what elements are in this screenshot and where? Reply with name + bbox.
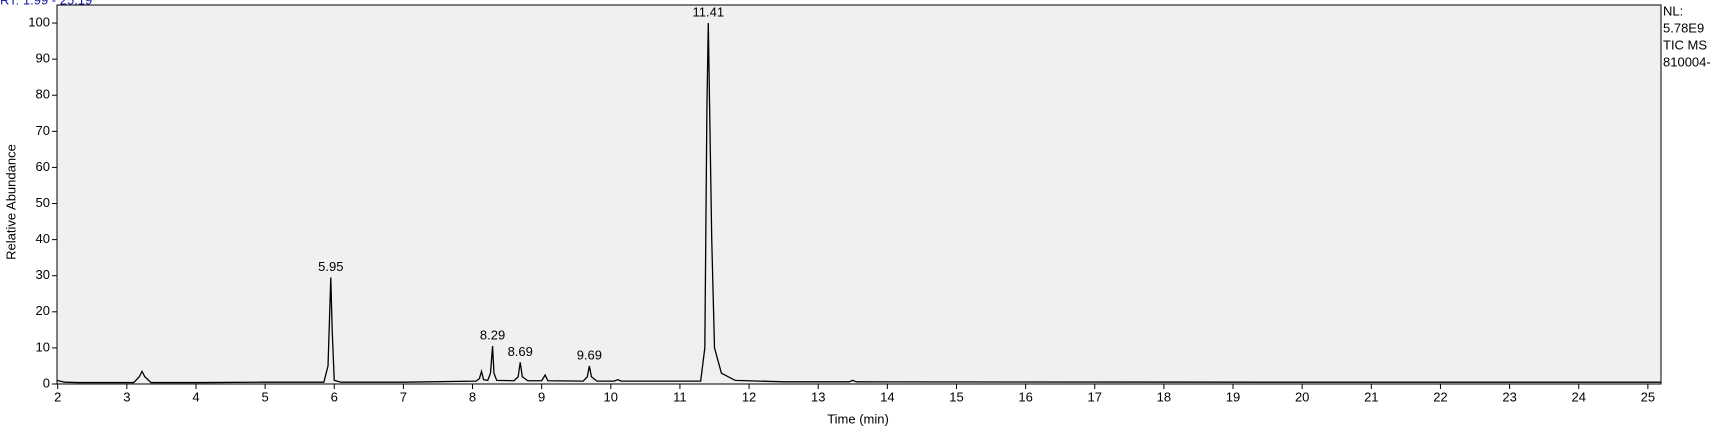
x-tick-label: 22 <box>1433 389 1447 404</box>
plot-area <box>56 4 1662 385</box>
x-tick-label: 14 <box>880 389 894 404</box>
trace <box>56 23 1661 384</box>
peak-label: 8.29 <box>480 328 505 343</box>
x-tick-label: 6 <box>331 389 338 404</box>
x-tick-label: 7 <box>400 389 407 404</box>
x-tick-label: 5 <box>261 389 268 404</box>
peak-label: 8.69 <box>508 344 533 359</box>
x-tick-label: 10 <box>604 389 618 404</box>
x-tick-label: 16 <box>1018 389 1032 404</box>
y-axis-label: Relative Abundance <box>3 144 18 260</box>
x-tick-label: 19 <box>1226 389 1240 404</box>
x-tick-label: 17 <box>1088 389 1102 404</box>
x-tick-label: 8 <box>469 389 476 404</box>
y-tick-label: 60 <box>36 159 50 174</box>
peak-label: 5.95 <box>318 259 343 274</box>
x-tick-label: 23 <box>1502 389 1516 404</box>
x-tick-label: 20 <box>1295 389 1309 404</box>
peak-label: 9.69 <box>577 347 602 362</box>
x-tick-label: 21 <box>1364 389 1378 404</box>
x-tick-label: 9 <box>538 389 545 404</box>
range-label: RT: 1.99 - 25.19 <box>0 0 92 7</box>
x-tick-label: 2 <box>54 389 61 404</box>
x-tick-label: 13 <box>811 389 825 404</box>
x-tick-label: 11 <box>673 389 687 404</box>
side-label: NL: <box>1663 3 1683 18</box>
y-tick-label: 10 <box>36 339 50 354</box>
y-tick-label: 90 <box>36 51 50 66</box>
x-tick-label: 25 <box>1641 389 1655 404</box>
peak-label: 11.41 <box>692 4 724 19</box>
side-label: 810004- <box>1663 54 1711 69</box>
y-tick-label: 40 <box>36 231 50 246</box>
x-tick-label: 4 <box>192 389 199 404</box>
y-tick-label: 80 <box>36 87 50 102</box>
y-tick-label: 70 <box>36 123 50 138</box>
y-tick-label: 50 <box>36 195 50 210</box>
x-tick-label: 12 <box>742 389 756 404</box>
x-tick-label: 15 <box>949 389 963 404</box>
y-tick-label: 20 <box>36 303 50 318</box>
y-tick-label: 0 <box>43 375 50 390</box>
x-tick-label: 3 <box>123 389 130 404</box>
y-tick-label: 100 <box>28 14 50 29</box>
y-tick-label: 30 <box>36 267 50 282</box>
side-label: TIC MS <box>1663 37 1707 52</box>
side-label: 5.78E9 <box>1663 20 1704 35</box>
x-tick-label: 18 <box>1157 389 1171 404</box>
x-axis-label: Time (min) <box>827 411 889 426</box>
x-tick-label: 24 <box>1571 389 1585 404</box>
